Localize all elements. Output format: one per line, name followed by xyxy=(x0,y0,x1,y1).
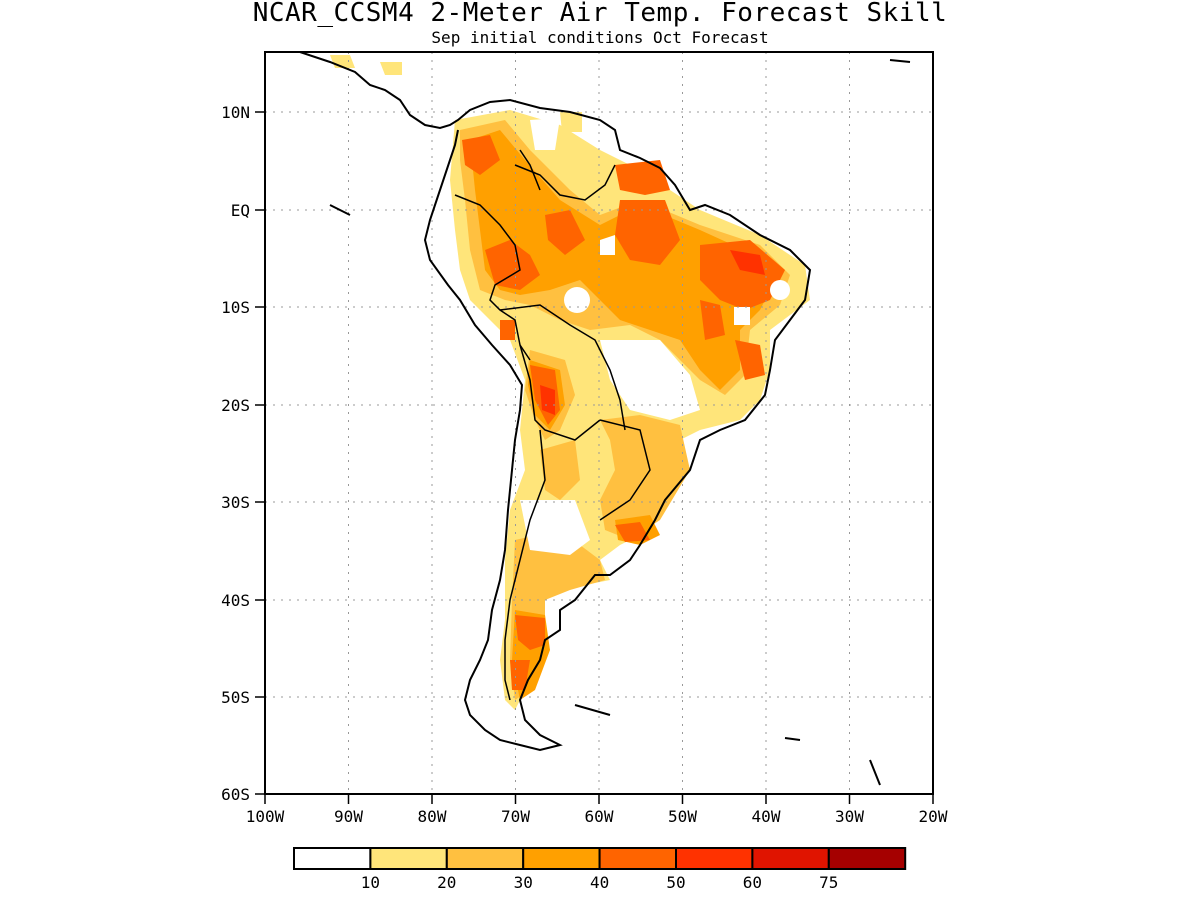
y-tick-label: 10S xyxy=(221,298,250,317)
x-tick-label: 70W xyxy=(501,807,530,826)
x-tick-label: 50W xyxy=(668,807,697,826)
colorbar-label: 40 xyxy=(590,873,609,892)
colorbar-label: 30 xyxy=(514,873,533,892)
y-tick-label: 10N xyxy=(221,103,250,122)
skill-shading xyxy=(330,55,810,710)
colorbar-swatch xyxy=(445,847,525,870)
colorbar-swatch xyxy=(598,847,677,870)
colorbar-swatch xyxy=(522,847,601,870)
x-tick-label: 80W xyxy=(418,807,447,826)
x-axis-labels: 100W 90W 80W 70W 60W 50W 40W 30W 20W xyxy=(246,807,948,826)
y-tick-label: 50S xyxy=(221,688,250,707)
map-title: NCAR_CCSM4 2-Meter Air Temp. Forecast Sk… xyxy=(252,0,948,28)
colorbar-swatch xyxy=(293,847,372,870)
colorbar-label: 60 xyxy=(743,873,762,892)
colorbar-label: 20 xyxy=(437,873,456,892)
y-tick-label: 30S xyxy=(221,493,250,512)
y-tick-label: 20S xyxy=(221,396,250,415)
x-tick-label: 30W xyxy=(835,807,864,826)
x-tick-label: 90W xyxy=(334,807,363,826)
axis-ticks xyxy=(255,111,934,804)
colorbar-labels: 10 20 30 40 50 60 75 xyxy=(361,873,839,892)
y-tick-label: 60S xyxy=(221,785,250,804)
colorbar-swatch xyxy=(369,847,448,870)
colorbar-swatch xyxy=(675,847,754,870)
colorbar-label: 75 xyxy=(819,873,838,892)
y-tick-label: EQ xyxy=(231,201,250,220)
colorbar-swatch xyxy=(827,847,907,870)
x-tick-label: 60W xyxy=(585,807,614,826)
y-axis-labels: 10N EQ 10S 20S 30S 40S 50S 60S xyxy=(221,103,250,804)
map-subtitle: Sep initial conditions Oct Forecast xyxy=(431,28,769,47)
x-tick-label: 40W xyxy=(752,807,781,826)
x-tick-label: 20W xyxy=(919,807,948,826)
colorbar xyxy=(293,847,907,870)
coastline xyxy=(299,52,911,786)
y-tick-label: 40S xyxy=(221,591,250,610)
country-borders xyxy=(454,149,651,701)
colorbar-label: 10 xyxy=(361,873,380,892)
colorbar-swatch xyxy=(751,847,830,870)
colorbar-label: 50 xyxy=(666,873,685,892)
x-tick-label: 100W xyxy=(246,807,285,826)
